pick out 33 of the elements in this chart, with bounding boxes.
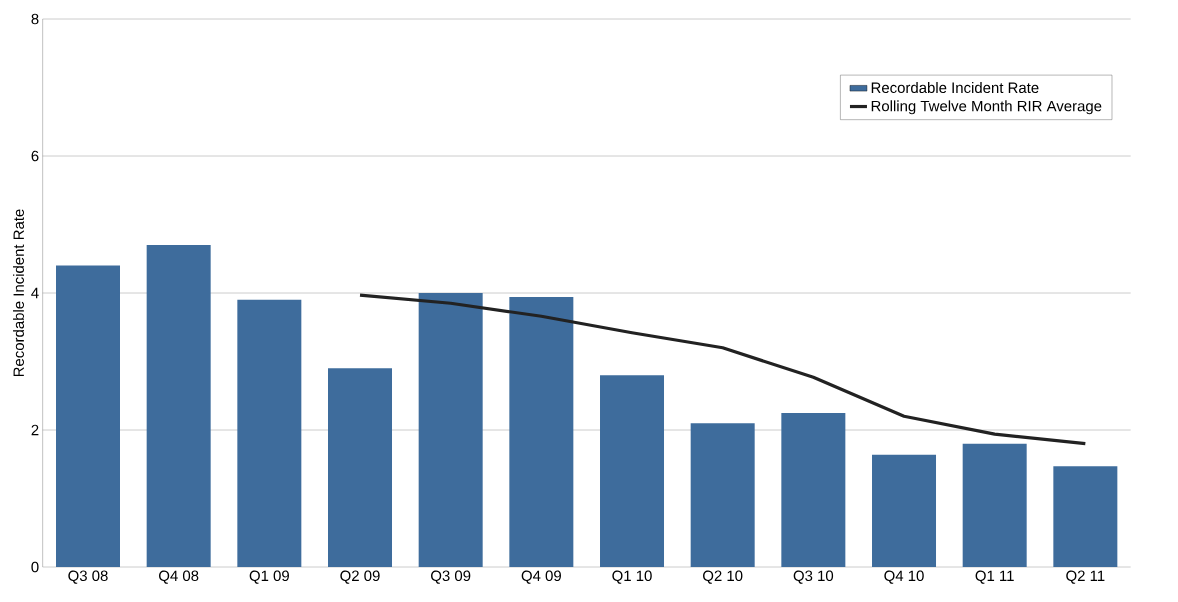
y-tick-label: 0: [31, 561, 39, 573]
x-tick-label: Q2 09: [340, 570, 380, 584]
y-axis-title: Recordable Incident Rate: [13, 209, 24, 377]
x-tick-label: Q3 09: [431, 570, 471, 584]
x-tick-label: Q3 10: [793, 570, 834, 584]
y-tick-label: 6: [31, 150, 39, 162]
x-tick-label: Q4 09: [521, 570, 561, 584]
bar: [146, 245, 211, 567]
bar: [872, 454, 937, 567]
bar: [690, 423, 755, 567]
bar: [962, 443, 1027, 567]
bar: [328, 368, 392, 567]
legend-label: Rolling Twelve Month RIR Average: [871, 100, 1102, 115]
bar: [418, 293, 483, 567]
y-tick-label: 4: [31, 287, 39, 299]
x-tick-label: Q3 08: [68, 570, 108, 584]
bar: [1053, 466, 1118, 567]
bar: [781, 412, 846, 567]
legend-label: Recordable Incident Rate: [871, 82, 1039, 94]
bar: [56, 265, 120, 567]
x-tick-label: Q2 11: [1066, 570, 1105, 584]
x-tick-label: Q1 09: [249, 570, 289, 584]
x-tick-label: Q4 08: [159, 570, 199, 584]
x-tick-label: Q1 11: [975, 570, 1014, 584]
bar: [600, 375, 665, 567]
bar: [237, 299, 302, 567]
y-tick-label: 8: [31, 13, 39, 25]
x-tick-label: Q1 10: [612, 570, 652, 584]
x-tick-label: Q2 10: [703, 570, 743, 584]
y-tick-label: 2: [31, 424, 39, 436]
bar: [509, 297, 574, 567]
x-tick-label: Q4 10: [884, 570, 924, 584]
line-series: [358, 293, 1087, 446]
